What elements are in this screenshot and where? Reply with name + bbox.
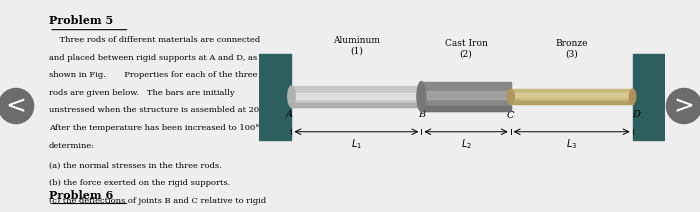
Text: and placed between rigid supports at A and D, as: and placed between rigid supports at A a… [49,54,257,62]
Text: (b) the force exerted on the rigid supports.: (b) the force exerted on the rigid suppo… [49,179,230,187]
Text: A: A [286,110,293,119]
Text: Problem 6: Problem 6 [49,190,113,201]
Text: >: > [673,94,694,118]
Bar [291,86,421,107]
Text: $L_1$: $L_1$ [351,137,362,151]
Text: shown in Fig.       Properties for each of the three: shown in Fig. Properties for each of the… [49,71,258,79]
Text: After the temperature has been increased to 100°C,: After the temperature has been increased… [49,124,268,132]
Ellipse shape [417,82,426,111]
Bar [421,91,511,99]
Bar [421,106,511,111]
Text: rods are given below.   The bars are initially: rods are given below. The bars are initi… [49,89,234,97]
Bar [511,101,633,104]
Text: Bronze
(3): Bronze (3) [555,39,588,59]
Ellipse shape [507,89,514,104]
Text: C: C [507,111,514,120]
Text: Problem 5: Problem 5 [49,15,113,26]
Text: D: D [633,110,641,119]
Bar [511,93,633,97]
Bar [291,103,421,107]
Bar [633,54,665,140]
Text: $L_2$: $L_2$ [461,137,472,151]
Text: determine:: determine: [49,142,95,150]
Ellipse shape [288,86,295,107]
Bar [511,89,633,104]
Text: (a) the normal stresses in the three rods.: (a) the normal stresses in the three rod… [49,161,222,169]
Bar [421,82,511,111]
Text: <: < [6,94,27,118]
Text: unstressed when the structure is assembled at 20°C.: unstressed when the structure is assembl… [49,106,272,114]
Text: (c) the deflections of joints B and C relative to rigid: (c) the deflections of joints B and C re… [49,197,266,205]
Bar [259,54,291,140]
Text: Cast Iron
(2): Cast Iron (2) [444,39,487,59]
Text: $L_3$: $L_3$ [566,137,578,151]
Text: Aluminum
(1): Aluminum (1) [333,36,380,55]
Text: B: B [418,110,425,119]
Text: Three rods of different materials are connected: Three rods of different materials are co… [49,36,260,44]
Ellipse shape [629,89,636,104]
Bar [291,93,421,99]
